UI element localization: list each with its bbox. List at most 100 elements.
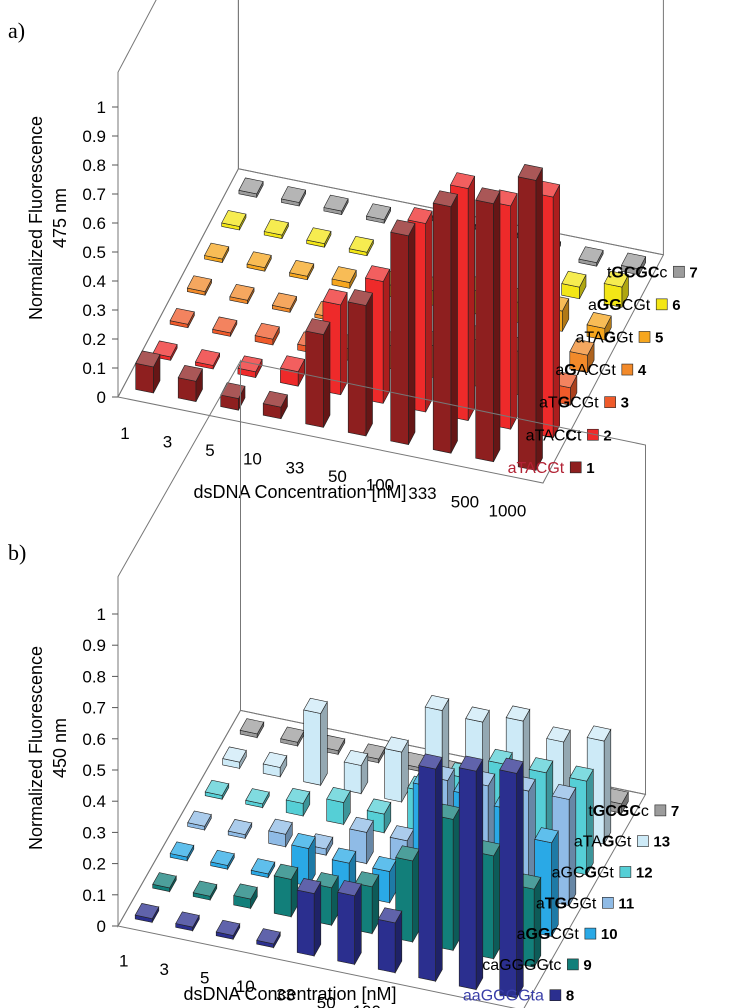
bar	[499, 757, 524, 1000]
legend-sequence: caGGGGtc	[482, 957, 561, 974]
bar-top	[578, 246, 604, 264]
bar	[303, 697, 328, 787]
legend-number: 11	[618, 895, 634, 912]
bar	[250, 858, 276, 879]
y-tick-label: 0.4	[82, 272, 106, 291]
panel-a-label: a)	[8, 18, 25, 43]
bar-top	[331, 847, 357, 864]
bar-top	[475, 187, 501, 205]
legend-entry: aGACGt 4	[555, 362, 647, 379]
x-tick-label: 500	[451, 493, 479, 512]
bar	[135, 350, 161, 394]
legend-swatch	[654, 804, 667, 817]
bar-top	[222, 746, 247, 763]
bar-top	[569, 338, 595, 356]
bar	[245, 788, 270, 809]
bar	[221, 210, 247, 231]
bar-side	[533, 876, 542, 969]
bar-top	[254, 322, 280, 340]
bar	[210, 849, 235, 871]
bar	[337, 880, 362, 966]
legend-number: 7	[689, 264, 697, 281]
legend-swatch	[638, 331, 651, 343]
bar-front	[273, 875, 292, 918]
bar-front	[384, 748, 403, 803]
bar-top	[204, 242, 230, 260]
x-tick-label: 33	[285, 458, 304, 477]
y-tick-label: 0.5	[82, 761, 106, 780]
bar	[296, 878, 322, 958]
bar-top	[229, 283, 255, 301]
bar	[204, 779, 230, 801]
bar-top	[432, 190, 458, 208]
panel-b-label: b)	[8, 540, 26, 565]
legend-entry: aTAGGt 13	[574, 834, 670, 851]
legend-entry: aGGCGt 6	[588, 297, 681, 314]
bar-front	[390, 231, 409, 445]
bar	[263, 218, 289, 239]
bar-top	[169, 841, 195, 858]
legend-swatch	[655, 298, 668, 311]
bar-top	[449, 172, 476, 189]
bar-top	[424, 694, 450, 711]
bar-top	[268, 818, 293, 835]
bar	[220, 382, 246, 411]
panel-a-plot: 0 0.1 0.2 0.3 0.4 0.5 0.6 0.7 0.8 0.9 1 1 3 5 10 33 50 10…	[82, 0, 698, 520]
panel-b-ylabel-group: Normalized Fluorescence 450 nm	[26, 646, 70, 850]
legend-sequence: aGGCGt	[517, 926, 580, 943]
bar-top	[271, 292, 298, 310]
bar-top	[551, 783, 577, 800]
y-tick-label: 0.7	[82, 699, 106, 718]
bar	[517, 164, 543, 471]
x-tick-label: 1	[119, 952, 128, 971]
bar	[343, 749, 369, 795]
bar-front	[432, 202, 452, 454]
bar	[239, 718, 265, 739]
bar	[194, 349, 221, 370]
bar	[227, 819, 253, 840]
panel-b-plot: 00.10.20.30.40.50.60.70.80.9113510335010…	[82, 359, 679, 1008]
bar-top	[238, 177, 264, 195]
bar	[246, 251, 272, 272]
legend-number: 13	[653, 834, 670, 851]
bar-front	[458, 767, 477, 990]
bar-top	[212, 316, 238, 334]
bar	[204, 242, 230, 263]
legend-swatch	[673, 265, 685, 278]
bar-side	[551, 829, 559, 938]
bar-top	[569, 765, 594, 782]
legend-swatch	[602, 896, 614, 909]
bar-top	[322, 288, 348, 306]
bar	[305, 318, 331, 428]
bar-front	[377, 919, 396, 974]
x-tick-label: 100	[353, 1002, 381, 1008]
bar-top	[603, 270, 629, 288]
bar-top	[418, 753, 443, 770]
bar	[586, 312, 612, 341]
bar-top	[256, 928, 281, 945]
bar-front	[343, 761, 362, 794]
bar-top	[305, 318, 331, 335]
bar-top	[152, 872, 177, 889]
y-tick-label: 0.5	[82, 243, 106, 262]
bar-top	[169, 307, 195, 325]
bar-side	[535, 167, 543, 471]
x-tick-label: 1000	[489, 501, 527, 520]
legend-sequence: aTAGGt	[575, 329, 633, 346]
bar-top	[534, 827, 559, 844]
x-tick-label: 50	[317, 994, 336, 1008]
bar-front	[475, 199, 494, 463]
bar	[578, 246, 604, 267]
panel-b-ylabel2: 450 nm	[50, 718, 70, 778]
legend-sequence: aTACCt	[526, 427, 582, 444]
bar-top	[192, 880, 218, 897]
bar-top	[221, 210, 247, 227]
bar	[262, 390, 288, 420]
bar	[192, 880, 218, 902]
bar	[620, 252, 647, 276]
bar-top	[323, 194, 349, 212]
bar-front	[305, 330, 324, 428]
bar-top	[280, 186, 307, 203]
legend-sequence: aTAGGt	[574, 834, 632, 851]
bar	[187, 810, 212, 832]
